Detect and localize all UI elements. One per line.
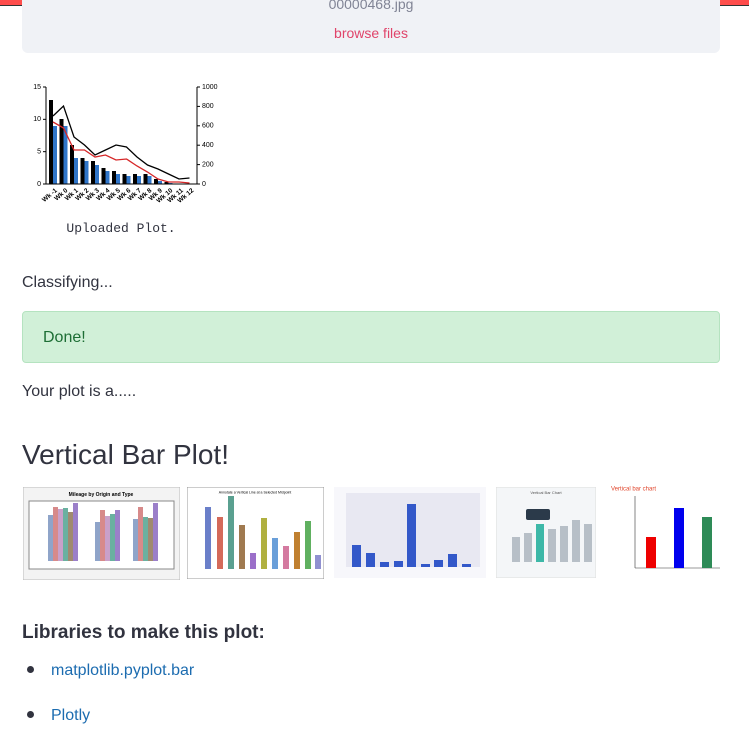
y2-tick-label: 600 xyxy=(202,123,214,130)
plot-line-red xyxy=(52,121,190,184)
library-link[interactable]: matplotlib.pyplot.bar xyxy=(51,662,195,679)
y-tick-label: 15 xyxy=(33,84,41,91)
file-uploader: 00000468.jpg browse files xyxy=(22,0,720,53)
thumb-title: Annotate a Vertical Line at a Selected M… xyxy=(219,490,292,494)
success-alert: Done! xyxy=(22,311,720,363)
image-caption: Uploaded Plot. xyxy=(66,221,176,236)
example-thumb: Vertical bar chart xyxy=(605,486,720,580)
example-thumb: Vertical Bar Chart xyxy=(496,487,596,578)
status-text: Classifying... xyxy=(22,274,113,291)
plot-line-black xyxy=(52,104,190,180)
plot-bars xyxy=(49,100,173,184)
example-thumb: Annotate a Vertical Line at a Selected M… xyxy=(187,487,324,579)
y2-tick-label: 0 xyxy=(202,181,206,188)
y2-tick-label: 800 xyxy=(202,103,214,110)
y-tick-label: 10 xyxy=(33,116,41,123)
example-gallery: Mileage by Origin and Type Annotate a Ve… xyxy=(22,486,720,582)
libraries-heading: Libraries to make this plot: xyxy=(22,622,265,643)
thumb-title: Vertical Bar Chart xyxy=(530,490,562,495)
bullet xyxy=(27,666,34,673)
y2-tick-label: 1000 xyxy=(202,84,218,91)
filename: 00000468.jpg xyxy=(328,0,414,12)
y2-tick-label: 400 xyxy=(202,142,214,149)
browse-files-link[interactable]: browse files xyxy=(334,25,408,41)
y2-tick-label: 200 xyxy=(202,161,214,168)
y-tick-label: 5 xyxy=(37,149,41,156)
result-heading: Vertical Bar Plot! xyxy=(22,439,229,470)
thumb-title: Mileage by Origin and Type xyxy=(69,492,134,498)
thumb-title: Vertical bar chart xyxy=(611,487,656,493)
library-link[interactable]: Plotly xyxy=(51,707,91,724)
bullet xyxy=(27,711,34,718)
y-tick-label: 0 xyxy=(37,181,41,188)
alert-text: Done! xyxy=(43,329,86,346)
example-thumb: Mileage by Origin and Type xyxy=(23,487,180,580)
example-thumb xyxy=(334,487,486,578)
result-intro: Your plot is a..... xyxy=(22,383,137,400)
